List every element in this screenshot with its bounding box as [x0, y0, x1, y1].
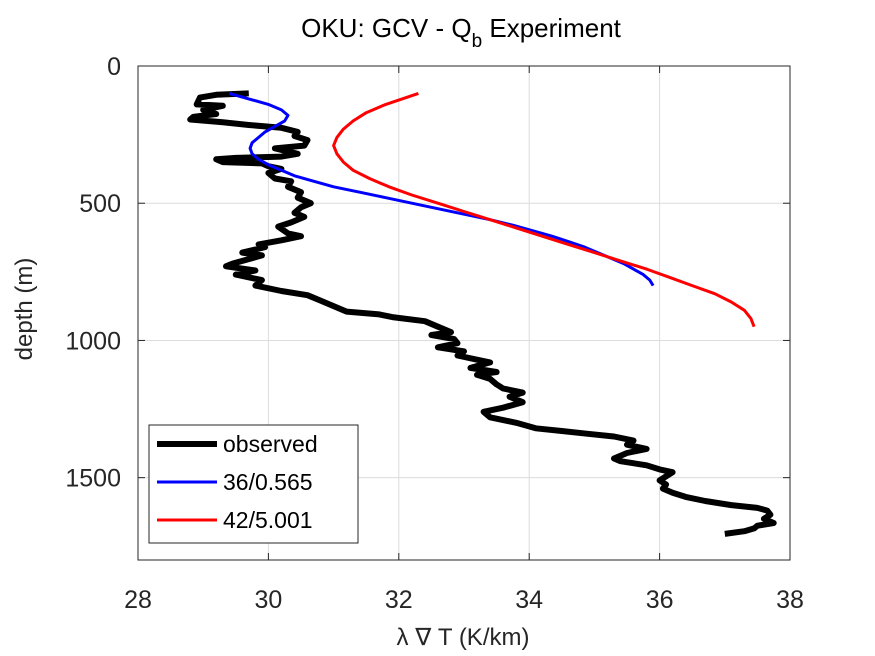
x-tick-label: 34 [515, 586, 543, 614]
x-tick-label: 30 [254, 586, 282, 614]
x-tick-label: 38 [776, 586, 804, 614]
series-layer [187, 90, 777, 537]
y-tick-label: 1000 [65, 327, 121, 355]
chart-title-main: OKU: GCV - Q [301, 13, 471, 43]
tick-layer: 28 30 32 34 36 38 0 500 1000 1500 [65, 53, 804, 614]
x-tick-label: 36 [646, 586, 674, 614]
y-axis-label: depth (m) [11, 258, 38, 361]
legend-label: 42/5.001 [223, 507, 313, 533]
y-tick-label: 0 [107, 53, 121, 81]
x-tick-label: 32 [385, 586, 413, 614]
chart-title-end: Experiment [482, 13, 621, 43]
chart-title: OKU: GCV - Qb Experiment [301, 13, 622, 52]
legend-label: 36/0.565 [223, 469, 313, 495]
series-line-1 [187, 90, 777, 537]
series-line-3 [332, 91, 756, 328]
x-tick-label: 28 [124, 586, 152, 614]
x-axis-label: λ ∇ T (K/km) [397, 624, 530, 651]
axes-box [137, 65, 791, 561]
chart-title-subscript: b [472, 31, 483, 52]
y-tick-label: 500 [79, 190, 121, 218]
legend: observed 36/0.565 42/5.001 [148, 424, 359, 544]
legend-label: observed [223, 431, 318, 457]
y-tick-label: 1500 [65, 465, 121, 493]
